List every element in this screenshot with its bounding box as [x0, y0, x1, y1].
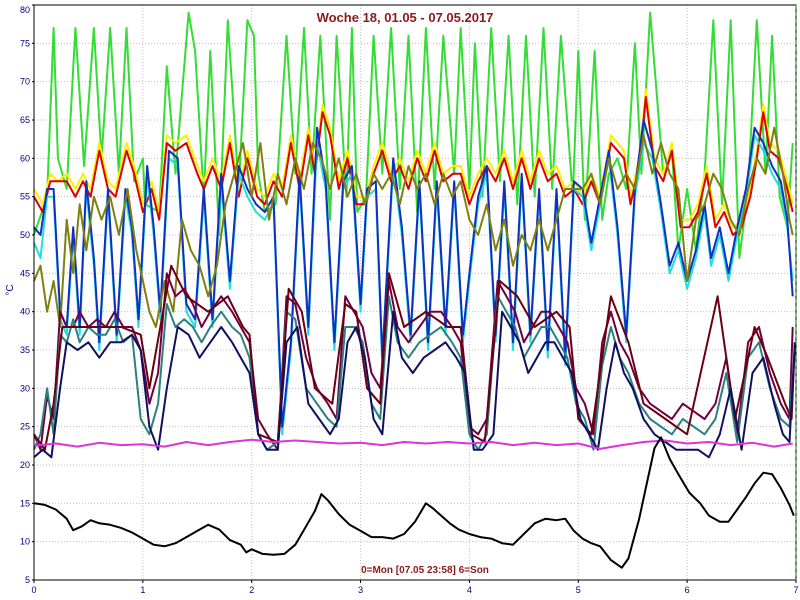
y-tick-label: 75: [20, 38, 30, 48]
x-tick-label: 3: [358, 585, 363, 595]
chart-title: Woche 18, 01.05 - 07.05.2017: [317, 10, 494, 25]
series-group: [33, 11, 796, 569]
y-tick-label: 20: [20, 460, 30, 470]
x-tick-label: 0: [31, 585, 36, 595]
y-tick-label: 50: [20, 230, 30, 240]
x-tick-labels: 0 1 2 3 4 5 6 7: [31, 580, 799, 595]
y-tick-label: 35: [20, 345, 30, 355]
y-tick-label: 45: [20, 268, 30, 278]
x-tick-label: 2: [249, 585, 254, 595]
series-line-8: [33, 264, 796, 451]
y-tick-label: 25: [20, 422, 30, 432]
x-tick-label: 5: [576, 585, 581, 595]
y-tick-label: 65: [20, 115, 30, 125]
y-tick-label: 40: [20, 307, 30, 317]
series-line-11: [33, 436, 795, 569]
x-tick-label: 1: [140, 585, 145, 595]
series-line-2: [33, 96, 794, 236]
series-line-5: [33, 126, 794, 328]
x-tick-label: 7: [793, 585, 798, 595]
y-tick-label: 15: [20, 498, 30, 508]
y-tick-label: 60: [20, 153, 30, 163]
y-tick-label: 70: [20, 77, 30, 87]
series-line-10: [33, 438, 793, 450]
y-tick-label: 55: [20, 192, 30, 202]
y-tick-label: 10: [20, 537, 30, 547]
y-tick-labels: 5 10 15 20 25 30 35 40 45 50 55 60 65 70 75 80: [20, 4, 34, 585]
series-line-4: [33, 119, 794, 428]
y-tick-label: 5: [25, 575, 30, 585]
y-tick-label: 80: [20, 5, 30, 15]
x-tick-label: 6: [685, 585, 690, 595]
y-axis-label: °C: [5, 284, 16, 295]
x-tick-label: 4: [467, 585, 472, 595]
y-tick-label: 30: [20, 383, 30, 393]
x-axis-footer: 0=Mon [07.05 23:58] 6=Son: [361, 565, 489, 576]
